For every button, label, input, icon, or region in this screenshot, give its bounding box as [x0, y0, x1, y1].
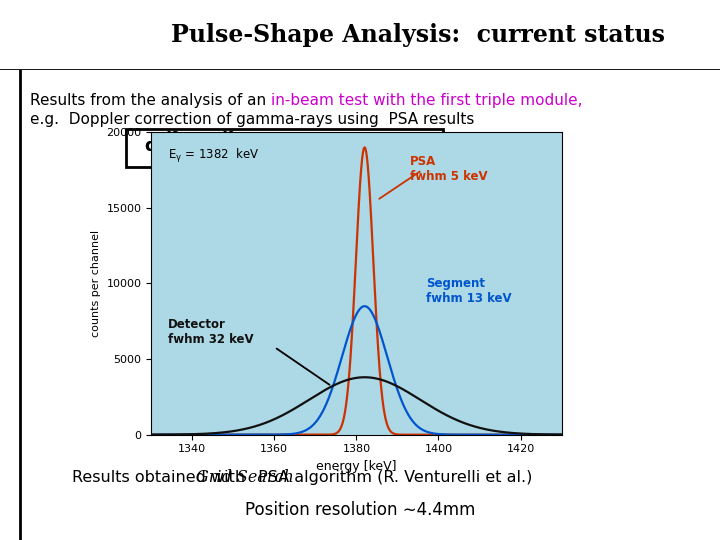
Text: $\mathregular{E_\gamma}$ = 1382  keV: $\mathregular{E_\gamma}$ = 1382 keV: [168, 147, 259, 165]
Text: 48: 48: [163, 131, 180, 144]
Text: Ti,  v/c ∼6.5%: Ti, v/c ∼6.5%: [232, 137, 370, 156]
Text: PSA
fwhm 5 keV: PSA fwhm 5 keV: [410, 155, 487, 183]
Text: 49: 49: [220, 131, 236, 144]
Text: in-beam test with the first triple module,: in-beam test with the first triple modul…: [271, 93, 582, 108]
Text: e.g.  Doppler correction of gamma-rays using  PSA results: e.g. Doppler correction of gamma-rays us…: [30, 112, 474, 127]
Text: Results obtained with: Results obtained with: [72, 470, 251, 485]
Text: Grid Search: Grid Search: [196, 469, 294, 487]
Text: Detector
fwhm 32 keV: Detector fwhm 32 keV: [168, 318, 253, 346]
X-axis label: energy [keV]: energy [keV]: [316, 460, 397, 473]
Text: Segment
fwhm 13 keV: Segment fwhm 13 keV: [426, 277, 512, 305]
Text: PSA algorithm (R. Venturelli et al.): PSA algorithm (R. Venturelli et al.): [253, 470, 533, 485]
Text: d(: d(: [144, 137, 165, 156]
Y-axis label: counts per channel: counts per channel: [91, 230, 101, 337]
Text: Ti,p): Ti,p): [175, 137, 222, 156]
Text: Pulse-Shape Analysis:  current status: Pulse-Shape Analysis: current status: [171, 23, 665, 47]
Text: Results from the analysis of an: Results from the analysis of an: [30, 93, 271, 108]
FancyBboxPatch shape: [126, 129, 443, 166]
Text: Position resolution ∼4.4mm: Position resolution ∼4.4mm: [245, 501, 475, 519]
